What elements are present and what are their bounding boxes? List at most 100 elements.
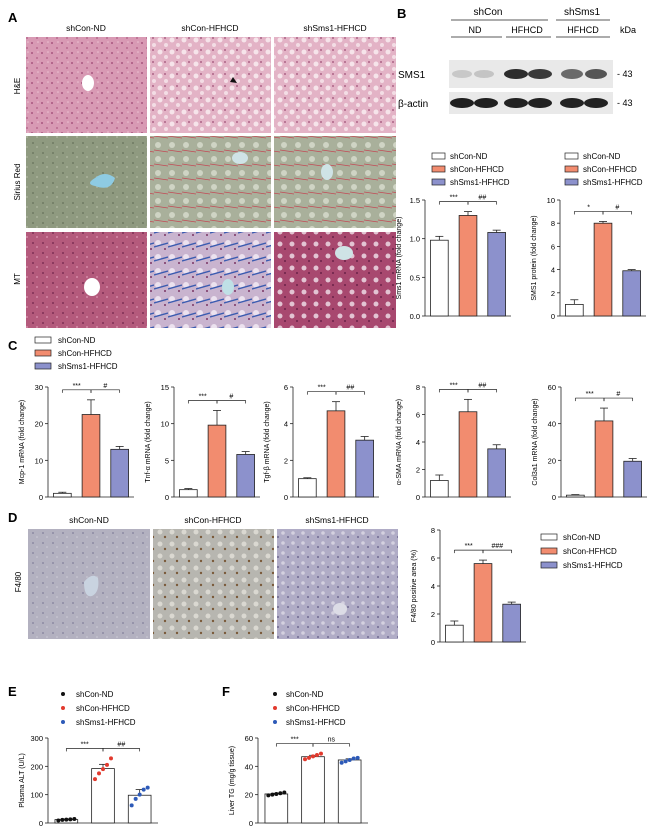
significance-label: ***: [199, 393, 207, 400]
chart-sms1-protein: 0 2 4 6 8 10 SMS1 protein (fold change) * #: [531, 196, 646, 321]
y-tick-label: 0.0: [410, 312, 420, 321]
legend-label: shCon-ND: [58, 336, 96, 345]
data-point: [64, 817, 69, 822]
significance-label: #: [229, 393, 233, 400]
histology-image-f480-sms1: [277, 529, 398, 639]
blot-mw-label: - 43: [617, 69, 633, 79]
histology-row-label: H&E: [13, 78, 22, 94]
histology-image-mt-hfhcd: [150, 232, 271, 328]
significance-label: ***: [318, 385, 326, 392]
y-axis-label: Tnf-α mRNA (fold change): [145, 401, 152, 482]
legend-b1: shCon-ND shCon-HFHCD shSms1-HFHCD: [431, 152, 510, 187]
y-tick-label: 0: [249, 819, 253, 828]
histology-column-label: shCon-HFHCD: [184, 515, 241, 525]
y-tick-label: 6: [416, 411, 420, 420]
data-point: [141, 787, 146, 792]
y-tick-label: 4: [416, 438, 420, 447]
y-tick-label: 0: [39, 493, 43, 502]
bar: [445, 624, 464, 643]
y-tick-label: 8: [551, 219, 555, 228]
central-vein: [232, 152, 248, 164]
data-point: [303, 757, 307, 762]
y-tick-label: 60: [245, 734, 253, 743]
y-tick-label: 6: [284, 383, 288, 392]
data-point: [101, 767, 105, 772]
blot-group-label: shSms1: [564, 7, 601, 18]
chart-col3a1-mrna: 0 20 40 60 Col3a1 mRNA (fold change) *** #: [532, 383, 647, 502]
central-vein: [321, 164, 333, 180]
chart-tnfa-mrna: 0 5 10 15 Tnf-α mRNA (fold change) *** #: [145, 383, 260, 502]
bar: [355, 439, 374, 498]
blot-lane-label: HFHCD: [567, 25, 599, 35]
histology-image-sirius-sms1: [274, 136, 396, 228]
blot-mw-label: - 43: [617, 98, 633, 108]
legend-label: shCon-ND: [450, 152, 488, 161]
legend-b2: shCon-ND shCon-HFHCD shSms1-HFHCD: [564, 152, 643, 187]
bar: [593, 222, 613, 317]
data-point: [72, 817, 77, 822]
significance-label: ##: [117, 741, 125, 748]
data-point: [347, 757, 352, 762]
y-tick-label: 15: [161, 383, 169, 392]
histology-column-label: shCon-ND: [66, 23, 106, 33]
significance-label: ***: [450, 382, 458, 389]
legend-label: shCon-ND: [76, 690, 114, 699]
data-point: [351, 756, 356, 761]
bar: [110, 448, 129, 498]
data-point: [355, 755, 360, 760]
bar: [326, 410, 346, 498]
y-tick-label: 0.5: [410, 273, 420, 282]
significance-label: ##: [478, 195, 486, 202]
significance-label: ***: [81, 741, 89, 748]
y-tick-label: 0: [431, 638, 435, 647]
data-point: [68, 817, 73, 822]
histology-grid-a: shCon-ND shCon-HFHCD shSms1-HFHCD H&E Si…: [13, 23, 396, 328]
bar: [301, 756, 325, 824]
significance-label: ***: [450, 195, 458, 202]
chart-tgfb-mrna: 0 2 4 6 Tgf-β mRNA (fold change) *** ##: [264, 383, 379, 502]
y-axis-label: Col3a1 mRNA (fold change): [532, 398, 539, 485]
y-tick-label: 300: [30, 734, 43, 743]
bar: [430, 480, 449, 498]
bar: [430, 239, 449, 317]
data-point: [60, 817, 65, 822]
bar: [594, 420, 614, 498]
y-tick-label: 2: [284, 456, 288, 465]
y-tick-label: 0: [551, 312, 555, 321]
data-point: [109, 756, 113, 761]
blot-lane-label: ND: [469, 25, 482, 35]
data-point: [339, 760, 344, 765]
y-tick-label: 30: [35, 383, 43, 392]
histology-row-label: MT: [13, 273, 22, 285]
bar: [179, 489, 198, 498]
data-point: [133, 796, 138, 801]
legend-label: shCon-ND: [563, 533, 601, 542]
bar: [53, 492, 72, 498]
chart-f480-area: 0 2 4 6 8 F4/80 positive area (%) *** ###: [411, 526, 526, 647]
histology-column-label: shSms1-HFHCD: [303, 23, 366, 33]
central-vein: [335, 246, 353, 260]
significance-label: ***: [291, 737, 299, 744]
y-tick-label: 40: [548, 420, 556, 429]
y-tick-label: 8: [431, 526, 435, 535]
significance-label: ***: [73, 383, 81, 390]
histology-column-label: shSms1-HFHCD: [305, 515, 368, 525]
legend-label: shSms1-HFHCD: [450, 178, 510, 187]
legend-label: shCon-HFHCD: [58, 349, 112, 358]
y-tick-label: 20: [245, 791, 253, 800]
legend-label: shCon-HFHCD: [76, 704, 130, 713]
legend-d: shCon-ND shCon-HFHCD shSms1-HFHCD: [540, 533, 623, 570]
y-tick-label: 4: [551, 266, 555, 275]
legend-label: shCon-HFHCD: [583, 165, 637, 174]
bar: [264, 793, 289, 824]
blot-lane-label: HFHCD: [511, 25, 543, 35]
histology-row-d: shCon-ND shCon-HFHCD shSms1-HFHCD F4/80: [14, 515, 398, 639]
bar: [473, 563, 493, 643]
data-point: [137, 792, 142, 797]
data-point: [274, 791, 279, 796]
data-point: [278, 791, 283, 796]
y-axis-label: Liver TG (mg/g tissue): [229, 746, 236, 815]
y-tick-label: 1.5: [410, 196, 420, 205]
data-point: [282, 790, 287, 795]
data-point: [93, 777, 97, 782]
